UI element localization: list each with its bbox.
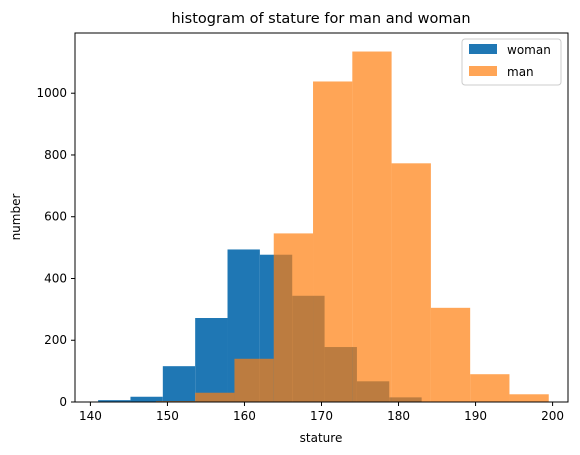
y-tick-label: 400 — [44, 271, 67, 285]
bar-man-4 — [313, 81, 353, 402]
legend: woman man — [461, 38, 562, 86]
bar-man-2 — [234, 358, 274, 402]
chart-title: histogram of stature for man and woman — [171, 11, 470, 27]
bar-woman-2 — [162, 366, 196, 402]
bar-man-9 — [509, 394, 549, 402]
bar-woman-3 — [195, 318, 228, 402]
legend-swatch-man — [469, 66, 497, 76]
legend-label-woman: woman — [507, 43, 551, 57]
y-axis: 0 200 400 600 800 1000 — [36, 86, 75, 409]
bar-man-8 — [470, 374, 510, 402]
x-tick-label: 180 — [387, 409, 410, 423]
legend-swatch-woman — [469, 44, 497, 54]
histogram-bars — [98, 51, 549, 402]
bar-man-1 — [195, 392, 235, 402]
bar-man-6 — [391, 163, 431, 402]
legend-label-man: man — [507, 65, 534, 79]
y-tick-label: 600 — [44, 210, 67, 224]
x-axis: 140 150 160 170 180 190 200 — [79, 402, 564, 423]
bar-man-3 — [273, 233, 314, 402]
x-tick-label: 140 — [79, 409, 102, 423]
x-axis-label: stature — [300, 431, 343, 445]
x-tick-label: 160 — [233, 409, 256, 423]
bar-man-7 — [430, 307, 471, 402]
x-tick-label: 170 — [310, 409, 333, 423]
y-axis-label: number — [9, 194, 23, 241]
bar-woman-0 — [98, 400, 131, 402]
y-tick-label: 1000 — [36, 86, 67, 100]
bar-man-5 — [352, 51, 392, 402]
x-tick-label: 200 — [541, 409, 564, 423]
y-tick-label: 200 — [44, 333, 67, 347]
bar-woman-1 — [130, 396, 163, 402]
y-tick-label: 0 — [59, 395, 67, 409]
x-tick-label: 190 — [464, 409, 487, 423]
x-tick-label: 150 — [156, 409, 179, 423]
y-tick-label: 800 — [44, 148, 67, 162]
